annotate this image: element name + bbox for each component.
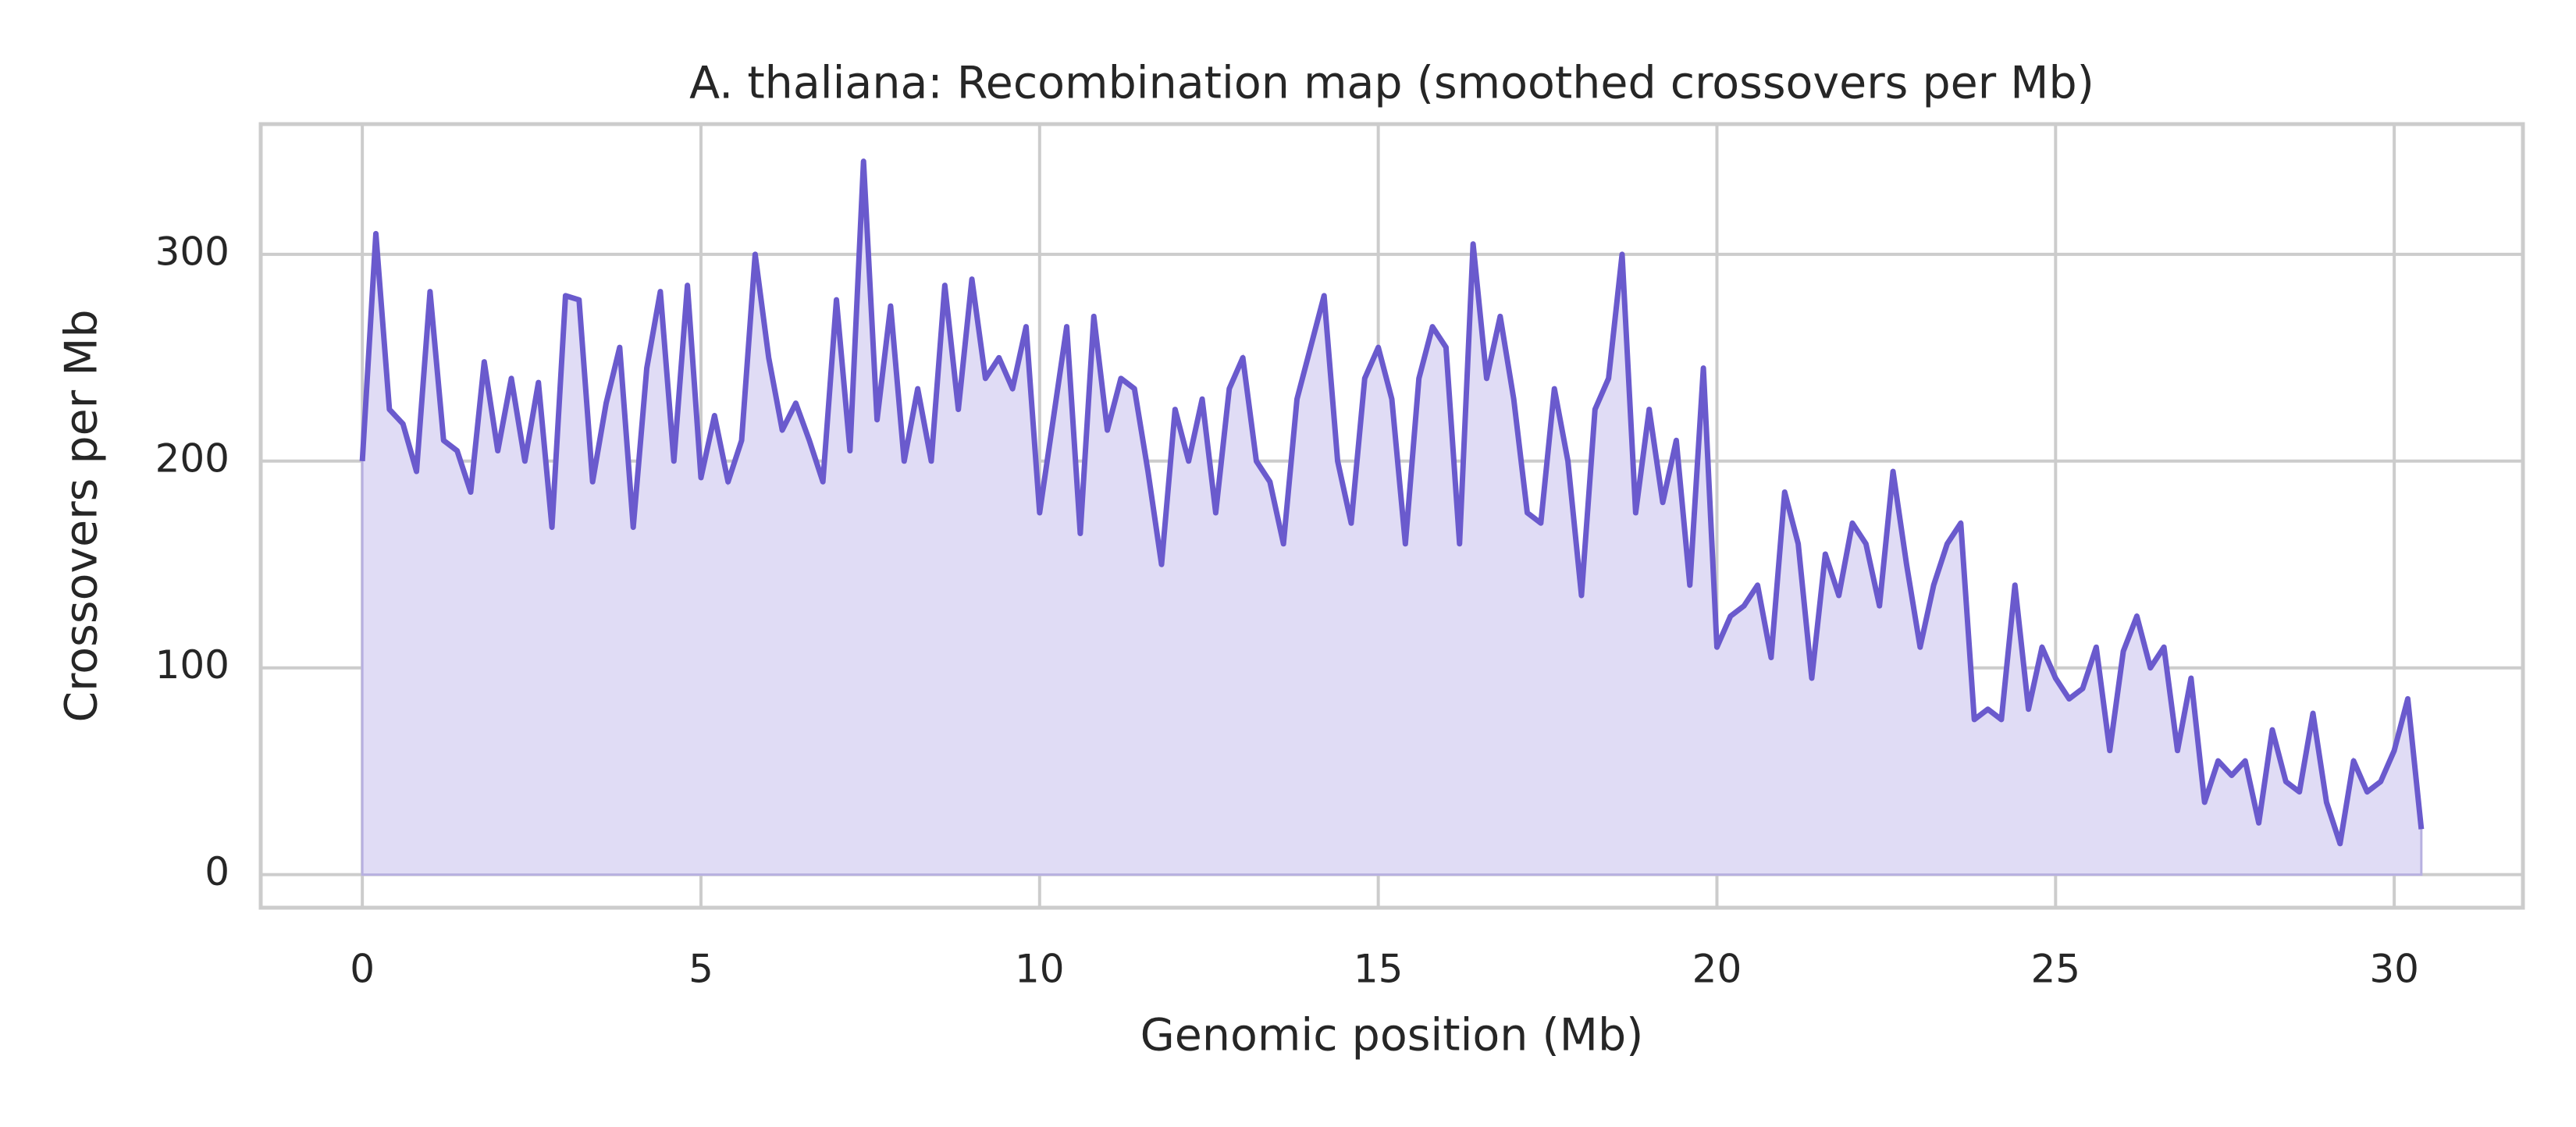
x-tick-label: 0 <box>350 947 375 992</box>
plot-frame <box>258 122 2525 910</box>
y-axis-label: Crossovers per Mb <box>56 309 108 722</box>
line <box>359 158 2425 847</box>
y-tick-label: 200 <box>155 436 229 481</box>
chart-title: A. thaliana: Recombination map (smoothed… <box>689 58 2094 109</box>
y-tick-label: 300 <box>155 229 229 274</box>
area-fill <box>361 161 2423 876</box>
y-tick-label: 100 <box>155 642 229 688</box>
x-tick-label: 5 <box>688 947 713 992</box>
y-tick-label: 0 <box>205 849 229 894</box>
x-axis-label: Genomic position (Mb) <box>1140 1010 1644 1061</box>
x-tick-label: 15 <box>1354 947 1404 992</box>
x-tick-label: 25 <box>2030 947 2080 992</box>
x-tick-label: 30 <box>2369 947 2419 992</box>
x-tick-label: 20 <box>1692 947 1742 992</box>
x-tick-label: 10 <box>1015 947 1065 992</box>
